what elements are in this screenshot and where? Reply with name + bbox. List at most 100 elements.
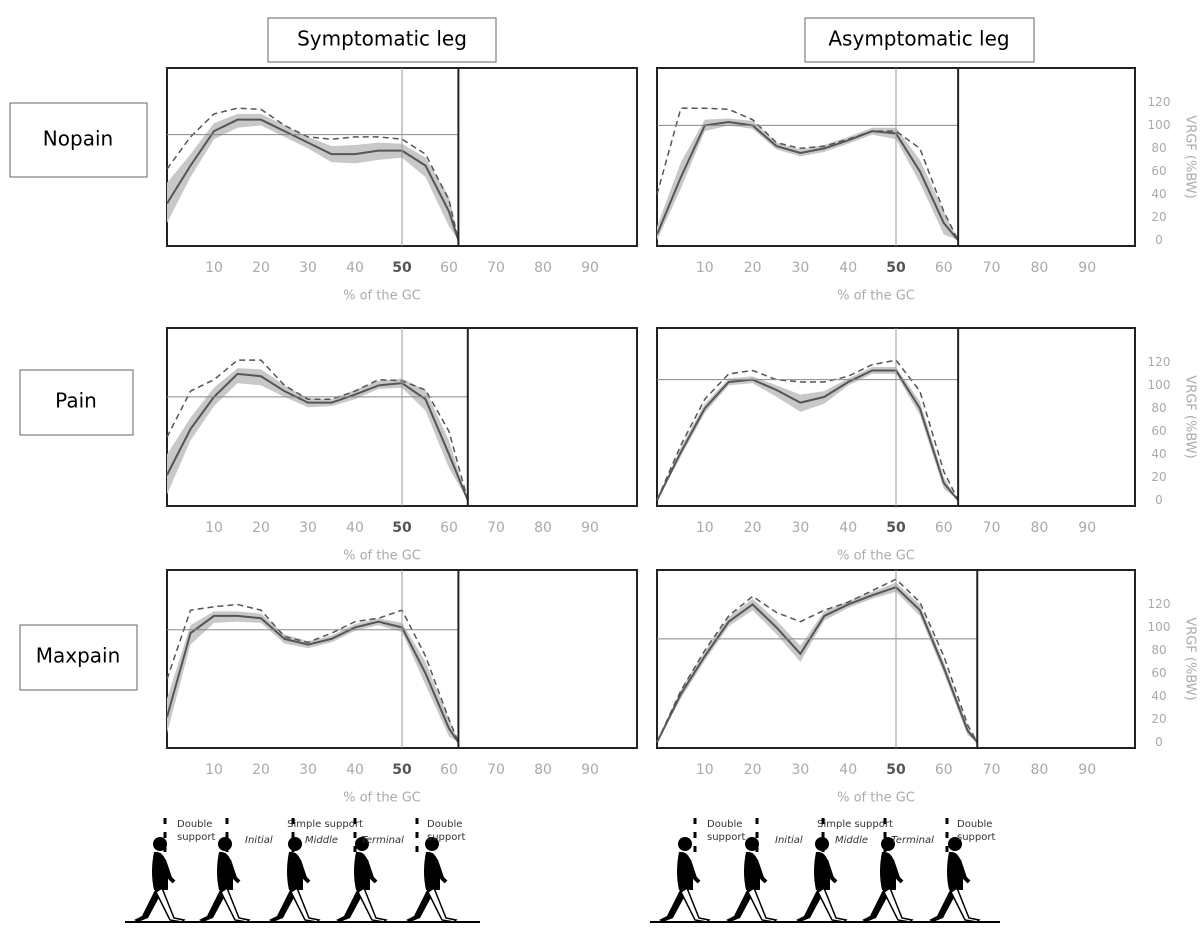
x-tick-label: 20	[252, 520, 270, 536]
phase-label: Double	[957, 819, 992, 830]
walker	[197, 835, 251, 924]
x-tick-label: 20	[744, 260, 762, 276]
phase-label: Double	[707, 819, 742, 830]
row-label: Maxpain	[36, 644, 121, 668]
phase-label: Terminal	[361, 835, 404, 846]
x-tick-label: 50	[392, 260, 412, 276]
x-axis-label: % of the GC	[837, 289, 915, 304]
x-tick-label: 30	[299, 762, 317, 778]
row-label: Pain	[55, 389, 97, 413]
dashed-line	[166, 107, 460, 241]
phase-label: Simple support	[287, 819, 363, 830]
dashed-line	[166, 603, 460, 743]
band	[167, 611, 459, 743]
x-tick-label: 60	[440, 520, 458, 536]
phase-label: support	[177, 832, 215, 843]
x-tick-label: 40	[839, 762, 857, 778]
x-tick-label: 10	[205, 260, 223, 276]
x-tick-label: 60	[935, 520, 953, 536]
x-tick-label: 70	[487, 260, 505, 276]
y-tick-label: 20	[1151, 210, 1166, 224]
walker	[334, 835, 388, 924]
row-label: Nopain	[43, 127, 113, 151]
x-tick-label: 80	[534, 520, 552, 536]
x-tick-label: 40	[839, 260, 857, 276]
x-axis-label: % of the GC	[343, 289, 421, 304]
y-tick-label: 120	[1148, 95, 1171, 109]
band	[657, 367, 959, 501]
header-box	[267, 17, 497, 63]
walker	[132, 835, 186, 924]
x-tick-label: 90	[581, 520, 599, 536]
y-tick-label: 40	[1151, 187, 1166, 201]
band	[167, 113, 459, 241]
x-tick-label: 50	[886, 520, 906, 536]
x-tick-label: 90	[581, 260, 599, 276]
chart: 10 20 30 40 50 60 70 80 90 % of the GC	[166, 569, 638, 806]
x-tick-label: 30	[791, 762, 809, 778]
row-box	[19, 369, 134, 436]
x-tick-label: 60	[440, 762, 458, 778]
y-axis-label: VRGF (%BW)	[1183, 375, 1198, 458]
y-tick-label: 60	[1151, 666, 1166, 680]
y-tick-label: 40	[1151, 447, 1166, 461]
chart: 10 20 30 40 50 60 70 80 90 % of the GC	[166, 327, 638, 564]
y-tick-label: 80	[1151, 141, 1166, 155]
y-tick-label: 0	[1155, 493, 1163, 507]
x-tick-label: 80	[1030, 520, 1048, 536]
y-tick-label: 20	[1151, 470, 1166, 484]
mean-line	[166, 614, 460, 743]
phase-label: Middle	[835, 835, 868, 846]
y-tick-label: 0	[1155, 735, 1163, 749]
x-tick-label: 90	[1078, 762, 1096, 778]
x-tick-label: 90	[1078, 520, 1096, 536]
y-tick-label: 100	[1148, 118, 1171, 132]
phase-label: Double	[427, 819, 462, 830]
y-tick-label: 60	[1151, 424, 1166, 438]
phase-label: Double	[177, 819, 212, 830]
x-tick-label: 60	[935, 260, 953, 276]
y-tick-label: 80	[1151, 643, 1166, 657]
row-labels: Nopain Pain Maxpain	[9, 102, 148, 691]
x-tick-label: 60	[440, 260, 458, 276]
x-tick-label: 80	[534, 260, 552, 276]
x-tick-label: 70	[983, 260, 1001, 276]
x-tick-label: 70	[983, 520, 1001, 536]
x-tick-label: 10	[696, 260, 714, 276]
dashed-line	[166, 359, 469, 501]
phase-label: support	[957, 832, 995, 843]
mean-line	[656, 369, 959, 501]
x-tick-label: 30	[791, 260, 809, 276]
phase-label: Middle	[305, 835, 338, 846]
dashed-line	[656, 107, 959, 241]
x-tick-label: 70	[487, 762, 505, 778]
x-tick-label: 70	[983, 762, 1001, 778]
x-axis-label: % of the GC	[837, 791, 915, 806]
y-tick-label: 120	[1148, 355, 1171, 369]
gait-illustration	[125, 835, 1000, 924]
x-tick-label: 40	[346, 520, 364, 536]
walker	[404, 835, 458, 924]
dashed-line	[656, 359, 959, 501]
chart: 10 20 30 40 50 60 70 80 90 % of the GC	[166, 67, 638, 304]
y-tick-label: 80	[1151, 401, 1166, 415]
x-tick-label: 50	[886, 260, 906, 276]
walker	[794, 835, 848, 924]
y-tick-label: 20	[1151, 712, 1166, 726]
x-tick-label: 30	[299, 260, 317, 276]
mean-line	[656, 586, 979, 743]
chart: 10 20 30 40 50 60 70 80 90 % of the GC 0 20 40 60 80 10…	[656, 327, 1198, 564]
x-tick-label: 80	[534, 762, 552, 778]
y-axis-label: VRGF (%BW)	[1183, 115, 1198, 198]
x-tick-label: 30	[299, 520, 317, 536]
phase-label: Initial	[775, 835, 803, 846]
phase-label: support	[427, 832, 465, 843]
y-tick-label: 0	[1155, 233, 1163, 247]
x-tick-label: 10	[696, 762, 714, 778]
mean-line	[166, 118, 460, 241]
chart: 10 20 30 40 50 60 70 80 90 % of the GC 0 20 40 60 80 10…	[656, 569, 1198, 806]
x-tick-label: 20	[252, 260, 270, 276]
chart: 10 20 30 40 50 60 70 80 90 % of the GC 0 20 40 60 80 10…	[656, 67, 1198, 304]
x-tick-label: 50	[392, 762, 412, 778]
x-tick-label: 30	[791, 520, 809, 536]
